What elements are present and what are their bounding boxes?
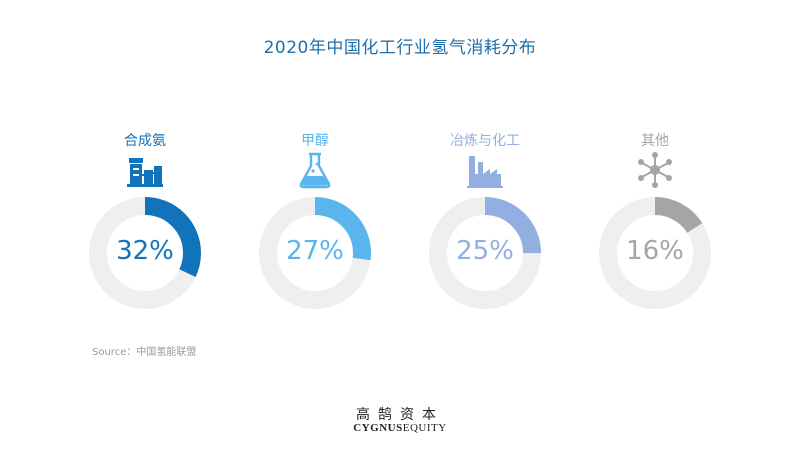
donut-group-2: 甲醇 27% bbox=[230, 0, 400, 330]
donut-chart bbox=[429, 197, 541, 309]
factory-icon bbox=[465, 150, 505, 190]
ammonia-plant-icon bbox=[125, 150, 165, 190]
flask-icon bbox=[295, 150, 335, 190]
donut-slice bbox=[429, 197, 541, 309]
chart-title: 2020年中国化工行业氢气消耗分布 bbox=[263, 38, 537, 58]
logo-en-bold: CYGNUS bbox=[353, 422, 403, 434]
percent-label: 25% bbox=[456, 236, 514, 266]
category-label: 甲醇 bbox=[301, 133, 329, 149]
donut-chart bbox=[599, 197, 711, 309]
donut-group-4: 其他 16% bbox=[570, 0, 740, 330]
source-note: Source：中国氢能联盟 bbox=[92, 347, 197, 358]
donut-chart bbox=[259, 197, 371, 309]
percent-label: 27% bbox=[286, 236, 344, 266]
category-label: 其他 bbox=[641, 133, 669, 149]
donut-slice bbox=[89, 197, 201, 309]
donut-group-3: 冶炼与化工 25% bbox=[400, 0, 570, 330]
molecule-icon bbox=[635, 150, 675, 190]
donut-slice bbox=[259, 197, 371, 309]
percent-label: 32% bbox=[116, 236, 174, 266]
category-label: 冶炼与化工 bbox=[450, 133, 520, 149]
logo-en-light: EQUITY bbox=[402, 422, 447, 434]
percent-label: 16% bbox=[626, 236, 684, 266]
logo-english: CYGNUSEQUITY bbox=[0, 422, 800, 434]
donut-group-1: 合成氨 32% bbox=[60, 0, 230, 330]
category-label: 合成氨 bbox=[124, 133, 166, 149]
donut-chart bbox=[89, 197, 201, 309]
donut-slice bbox=[599, 197, 711, 309]
logo-chinese: 高鹄资本 bbox=[356, 407, 444, 423]
